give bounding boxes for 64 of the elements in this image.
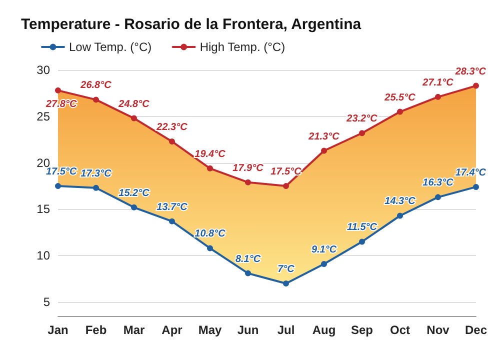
data-label: 24.8°C	[118, 98, 150, 110]
point	[473, 184, 479, 190]
chart-title: Temperature - Rosario de la Frontera, Argentina	[21, 16, 362, 33]
point	[435, 194, 441, 200]
x-tick-label: Oct	[390, 323, 410, 337]
data-label: 13.7°C	[156, 202, 188, 213]
data-label: 9.1°C	[311, 244, 338, 256]
x-tick-label: Jul	[277, 323, 295, 337]
x-tick-label: Mar	[123, 323, 145, 337]
point	[131, 204, 137, 210]
point	[207, 245, 213, 252]
data-label: 25.5°C	[384, 92, 416, 104]
data-label: 26.8°C	[80, 80, 112, 92]
x-tick-label: Nov	[426, 323, 450, 337]
data-label: 14.3°C	[384, 196, 416, 208]
point	[473, 82, 479, 89]
data-label: 8.1°C	[235, 254, 262, 265]
y-tick-label: 15	[36, 202, 50, 216]
data-label: 17.3°C	[80, 168, 112, 180]
point	[397, 212, 403, 219]
x-tick-label: Sep	[350, 323, 374, 337]
y-tick-label: 30	[36, 63, 50, 77]
data-label: 11.5°C	[347, 222, 378, 234]
data-label: 23.2°C	[346, 114, 378, 125]
point	[55, 183, 61, 190]
point	[245, 270, 251, 276]
data-label: 15.2°C	[118, 188, 150, 199]
legend-label: High Temp. (°C)	[200, 40, 286, 54]
point	[245, 179, 251, 186]
point	[93, 184, 99, 191]
x-tick-label: Dec	[464, 323, 488, 337]
point	[283, 183, 289, 190]
x-tick-label: Feb	[85, 323, 107, 337]
data-label: 22.3°C	[156, 122, 188, 133]
data-label: 27.1°C	[422, 77, 454, 88]
x-tick-label: Aug	[312, 323, 336, 337]
point	[131, 115, 137, 122]
x-tick-label: Apr	[162, 323, 183, 337]
point	[169, 138, 175, 144]
point	[55, 87, 61, 94]
data-label: 10.8°C	[194, 228, 226, 240]
point	[397, 108, 403, 115]
data-label: 21.3°C	[308, 131, 340, 142]
data-label: 28.3°C	[454, 66, 487, 78]
x-tick-label: Jan	[48, 323, 68, 337]
x-tick-label: May	[198, 323, 222, 337]
data-label: 19.4°C	[194, 148, 226, 160]
point	[283, 280, 289, 287]
point	[207, 165, 213, 172]
point	[359, 238, 365, 245]
point	[435, 94, 441, 100]
y-tick-label: 25	[36, 109, 50, 124]
x-tick-label: Jun	[237, 323, 259, 337]
data-label: 7°C	[278, 264, 296, 276]
point	[93, 96, 99, 103]
point	[169, 218, 175, 224]
point	[321, 148, 327, 154]
point	[321, 261, 327, 268]
data-label: 16.3°C	[422, 178, 454, 189]
point	[359, 130, 365, 136]
data-label: 17.9°C	[232, 162, 264, 174]
y-tick-label: 10	[36, 248, 50, 263]
y-tick-label: 5	[43, 295, 50, 310]
legend-label: Low Temp. (°C)	[69, 40, 152, 54]
